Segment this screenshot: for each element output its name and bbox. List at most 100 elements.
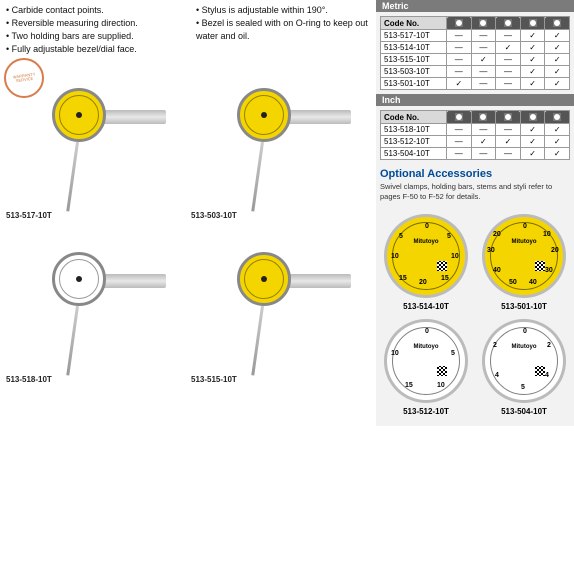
indicator-body [281, 110, 351, 124]
indicator-stylus [66, 142, 79, 212]
product-grid: 513-517-10T 513-503-10T 513-518-10T 513-515… [0, 56, 370, 384]
product-513-517-10T: 513-517-10T [6, 60, 185, 220]
table-row: 513-504-10T———✓✓ [381, 148, 570, 160]
inch-header: Inch [376, 94, 574, 106]
cell-mark: — [471, 66, 496, 78]
cell-mark: ✓ [520, 30, 545, 42]
qr-icon [437, 261, 447, 271]
indicator-dial [237, 252, 291, 306]
feature-item: Carbide contact points. [6, 4, 196, 17]
cell-mark: — [496, 78, 521, 90]
features-column-2: Stylus is adjustable within 190°.Bezel i… [196, 4, 376, 56]
cell-code: 513-515-10T [381, 54, 447, 66]
vertical-icon [471, 111, 496, 124]
product-513-515-10T: 513-515-10T [191, 224, 370, 384]
cell-mark: ✓ [520, 148, 545, 160]
cell-code: 513-501-10T [381, 78, 447, 90]
parallel-icon [496, 17, 521, 30]
table-row: 513-501-10T✓——✓✓ [381, 78, 570, 90]
metric-header: Metric [376, 0, 574, 12]
optional-accessories-title: Optional Accessories [380, 168, 570, 180]
dial-face-code: 513-514-10T [380, 302, 472, 311]
qr-icon [535, 261, 545, 271]
dial-face-513-504-10T: Mitutoyo024542513-504-10T [478, 319, 570, 416]
table-row: 513-518-10T———✓✓ [381, 124, 570, 136]
product-513-518-10T: 513-518-10T [6, 224, 185, 384]
cell-mark: ✓ [520, 124, 545, 136]
indicator-dial [237, 88, 291, 142]
cell-mark: ✓ [520, 66, 545, 78]
angle-icon [520, 111, 545, 124]
product-code: 513-503-10T [191, 211, 237, 220]
cell-mark: ✓ [471, 54, 496, 66]
stylus-icon [545, 111, 570, 124]
cell-mark: — [496, 124, 521, 136]
vertical-icon [471, 17, 496, 30]
cell-mark: — [496, 54, 521, 66]
qr-icon [437, 366, 447, 376]
cell-code: 513-518-10T [381, 124, 447, 136]
product-513-503-10T: 513-503-10T [191, 60, 370, 220]
dial-face: Mitutoyo0510152015105 [384, 214, 468, 298]
table-row: 513-514-10T——✓✓✓ [381, 42, 570, 54]
cell-mark: — [447, 30, 472, 42]
cell-mark: ✓ [545, 42, 570, 54]
cell-mark: — [471, 42, 496, 54]
cell-mark: ✓ [545, 78, 570, 90]
cell-code: 513-514-10T [381, 42, 447, 54]
cell-mark: — [447, 136, 472, 148]
cell-mark: — [471, 30, 496, 42]
dial-brand: Mitutoyo [485, 239, 563, 245]
cell-mark: ✓ [520, 54, 545, 66]
dial-face-code: 513-504-10T [478, 407, 570, 416]
dial-face-513-501-10T: Mitutoyo01020304050403020 513-501-10T [478, 214, 570, 311]
dial-face-code: 513-501-10T [478, 302, 570, 311]
dial-face: Mitutoyo01020304050403020 [482, 214, 566, 298]
dial-face-code: 513-512-10T [380, 407, 472, 416]
table-row: 513-515-10T—✓—✓✓ [381, 54, 570, 66]
indicator-dial [52, 88, 106, 142]
cell-mark: — [447, 42, 472, 54]
qr-icon [535, 366, 545, 376]
dial-face-513-512-10T: Mitutoyo05101510 513-512-10T [380, 319, 472, 416]
horizontal-icon [447, 111, 472, 124]
indicator-body [96, 110, 166, 124]
cell-mark: ✓ [545, 30, 570, 42]
product-code: 513-515-10T [191, 375, 237, 384]
indicator-stylus [66, 306, 79, 376]
angle-icon [520, 17, 545, 30]
cell-mark: — [496, 66, 521, 78]
parallel-icon [496, 111, 521, 124]
spec-sidebar: Metric Code No. 513-517-10T———✓✓513-514-… [376, 0, 574, 426]
cell-mark: — [471, 148, 496, 160]
product-code: 513-517-10T [6, 211, 52, 220]
cell-mark: — [471, 78, 496, 90]
col-code: Code No. [381, 17, 447, 30]
table-row: 513-512-10T—✓✓✓✓ [381, 136, 570, 148]
cell-mark: ✓ [545, 124, 570, 136]
cell-mark: ✓ [447, 78, 472, 90]
features-column-1: Carbide contact points.Reversible measur… [6, 4, 196, 56]
cell-code: 513-517-10T [381, 30, 447, 42]
cell-mark: ✓ [471, 136, 496, 148]
cell-mark: ✓ [545, 136, 570, 148]
cell-mark: ✓ [545, 54, 570, 66]
cell-code: 513-503-10T [381, 66, 447, 78]
col-code: Code No. [381, 111, 447, 124]
cell-code: 513-512-10T [381, 136, 447, 148]
indicator-body [96, 274, 166, 288]
cell-mark: — [471, 124, 496, 136]
cell-mark: — [447, 124, 472, 136]
feature-item: Fully adjustable bezel/dial face. [6, 43, 196, 56]
indicator-stylus [251, 306, 264, 376]
feature-item: Reversible measuring direction. [6, 17, 196, 30]
cell-mark: ✓ [520, 78, 545, 90]
dial-faces-grid: Mitutoyo0510152015105 513-514-10T Mitutoyo… [380, 214, 570, 416]
cell-mark: — [447, 54, 472, 66]
horizontal-icon [447, 17, 472, 30]
cell-mark: ✓ [545, 66, 570, 78]
dial-face: Mitutoyo05101510 [384, 319, 468, 403]
cell-mark: — [496, 148, 521, 160]
table-row: 513-517-10T———✓✓ [381, 30, 570, 42]
cell-mark: ✓ [520, 136, 545, 148]
